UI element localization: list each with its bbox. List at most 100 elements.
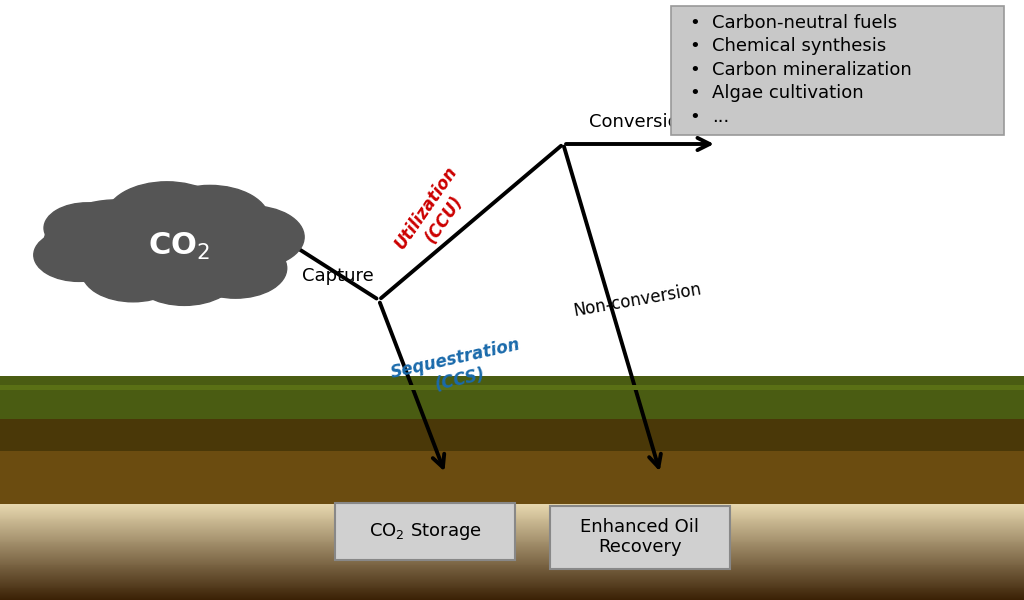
Text: Chemical synthesis: Chemical synthesis	[712, 37, 886, 55]
Bar	[0, 511, 1024, 512]
Bar	[0, 517, 1024, 518]
Bar	[0, 552, 1024, 553]
Bar	[0, 526, 1024, 527]
Bar	[0, 589, 1024, 590]
Circle shape	[34, 229, 124, 281]
Bar	[0, 584, 1024, 586]
FancyBboxPatch shape	[336, 503, 514, 559]
Bar	[0, 596, 1024, 597]
Bar	[0, 583, 1024, 584]
Bar	[0, 541, 1024, 542]
Text: •: •	[689, 107, 699, 125]
Bar	[0, 575, 1024, 576]
Bar	[0, 590, 1024, 592]
Bar	[0, 523, 1024, 524]
Bar	[0, 587, 1024, 589]
Circle shape	[105, 182, 228, 254]
Bar	[0, 531, 1024, 532]
Bar	[0, 504, 1024, 505]
Bar	[0, 594, 1024, 595]
Text: Carbon mineralization: Carbon mineralization	[712, 61, 911, 79]
Bar	[0, 530, 1024, 531]
Bar	[0, 548, 1024, 549]
Bar	[0, 576, 1024, 577]
Circle shape	[44, 203, 130, 253]
Bar	[0, 520, 1024, 521]
Bar	[0, 537, 1024, 538]
Bar	[0, 506, 1024, 507]
Bar	[0, 514, 1024, 515]
Bar	[0, 572, 1024, 573]
Bar	[0, 579, 1024, 580]
Bar	[0, 558, 1024, 559]
Bar	[0, 582, 1024, 583]
Text: Conversion: Conversion	[590, 113, 690, 131]
Bar	[0, 559, 1024, 560]
Circle shape	[44, 200, 191, 286]
Circle shape	[131, 243, 238, 305]
Text: Algae cultivation: Algae cultivation	[712, 84, 863, 102]
Bar	[0, 509, 1024, 510]
Bar	[0, 560, 1024, 561]
Bar	[0, 551, 1024, 552]
Bar	[0, 451, 1024, 504]
Bar	[0, 565, 1024, 566]
Bar	[0, 513, 1024, 514]
Bar	[0, 508, 1024, 509]
Bar	[0, 547, 1024, 548]
Text: Capture: Capture	[302, 267, 374, 285]
Text: •: •	[689, 61, 699, 79]
Bar	[0, 569, 1024, 570]
Bar	[0, 578, 1024, 579]
Text: CO$_2$: CO$_2$	[148, 230, 210, 262]
Bar	[0, 529, 1024, 530]
Bar	[0, 571, 1024, 572]
Circle shape	[82, 242, 184, 302]
Bar	[0, 580, 1024, 581]
Bar	[0, 561, 1024, 562]
Text: Utilization
(CCU): Utilization (CCU)	[392, 162, 478, 264]
Text: •: •	[689, 14, 699, 32]
Text: •: •	[689, 84, 699, 102]
Bar	[0, 544, 1024, 545]
Bar	[0, 542, 1024, 544]
Text: Carbon-neutral fuels: Carbon-neutral fuels	[712, 14, 897, 32]
Bar	[0, 568, 1024, 569]
Text: •: •	[689, 37, 699, 55]
Bar	[0, 510, 1024, 511]
Bar	[0, 581, 1024, 582]
Text: ...: ...	[712, 107, 729, 125]
Bar	[0, 562, 1024, 563]
Bar	[0, 545, 1024, 547]
Bar	[0, 573, 1024, 574]
Bar	[0, 598, 1024, 599]
Bar	[0, 570, 1024, 571]
Bar	[0, 505, 1024, 506]
Bar	[0, 524, 1024, 525]
Bar	[0, 599, 1024, 600]
Bar	[0, 525, 1024, 526]
Bar	[0, 555, 1024, 556]
Bar	[0, 557, 1024, 558]
Bar	[0, 593, 1024, 594]
Bar	[0, 577, 1024, 578]
Bar	[0, 419, 1024, 451]
Bar	[0, 592, 1024, 593]
Bar	[0, 550, 1024, 551]
Circle shape	[151, 185, 269, 255]
Bar	[0, 566, 1024, 568]
Bar	[0, 521, 1024, 523]
Bar	[0, 549, 1024, 550]
Circle shape	[184, 238, 287, 298]
Bar	[0, 539, 1024, 541]
Bar	[0, 597, 1024, 598]
Bar	[0, 385, 1024, 390]
Bar	[0, 538, 1024, 539]
Text: CO$_2$ Storage: CO$_2$ Storage	[369, 520, 481, 541]
Bar	[0, 527, 1024, 528]
Bar	[0, 536, 1024, 537]
Text: Enhanced Oil
Recovery: Enhanced Oil Recovery	[581, 518, 699, 556]
Bar	[0, 507, 1024, 508]
FancyBboxPatch shape	[551, 505, 729, 569]
Bar	[0, 586, 1024, 587]
